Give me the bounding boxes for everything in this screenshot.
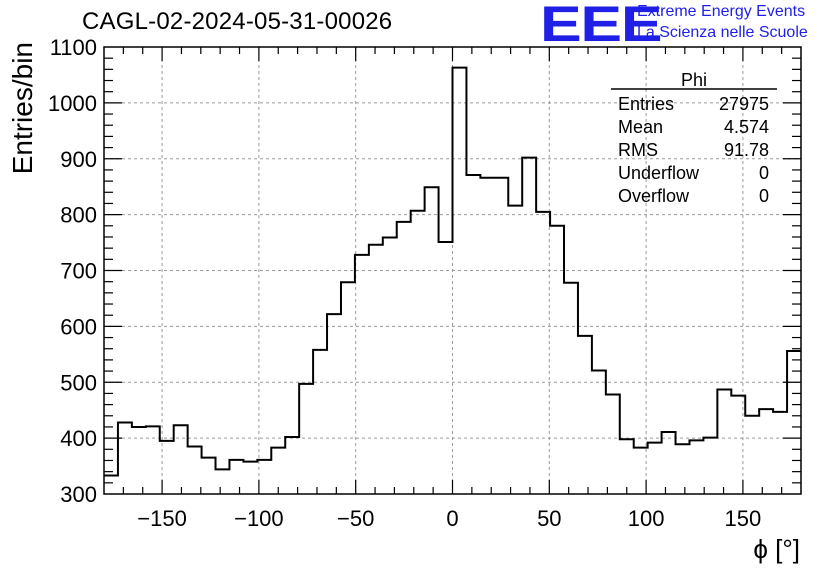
plot-frame [103, 46, 802, 495]
eee-logo: EEE [540, 0, 663, 52]
y-tick-label: 600 [60, 314, 97, 339]
y-tick-label: 800 [60, 203, 97, 228]
x-axis-label: ϕ [°] [753, 534, 800, 564]
y-tick-label: 500 [60, 370, 97, 395]
histogram-series [104, 66, 801, 477]
y-tick-label: 400 [60, 426, 97, 451]
y-tick-label: 700 [60, 259, 97, 284]
stats-label: Underflow [618, 163, 700, 183]
axis-ticks [104, 47, 801, 494]
x-tick-label: 50 [537, 506, 561, 531]
stats-box: Phi Entries 27975 Mean 4.574 RMS 91.78 Underfl… [611, 70, 777, 206]
y-tick-label: 1100 [50, 35, 97, 60]
stats-value: 0 [759, 163, 769, 183]
y-tick-label: 300 [60, 482, 97, 507]
logo-subtitle-line1: Extreme Energy Events [637, 3, 806, 20]
y-tick-label: 1000 [48, 91, 97, 116]
stats-value: 91.78 [724, 140, 769, 160]
tick-labels: −150 −100 −50 0 50 100 150 300 400 500 600 700 800 90… [48, 35, 761, 531]
stats-value: 4.574 [724, 117, 769, 137]
plot-title: CAGL-02-2024-05-31-00026 [82, 8, 393, 35]
y-axis-label: Entries/bin [7, 42, 38, 174]
stats-label: Entries [618, 94, 674, 114]
x-tick-label: −100 [234, 506, 284, 531]
x-tick-label: 150 [725, 506, 762, 531]
stats-label: RMS [618, 140, 658, 160]
x-tick-label: 0 [446, 506, 458, 531]
stats-value: 0 [759, 186, 769, 206]
y-tick-label: 900 [60, 147, 97, 172]
x-tick-label: −50 [337, 506, 374, 531]
stats-value: 27975 [719, 94, 769, 114]
x-tick-label: 100 [628, 506, 665, 531]
stats-label: Overflow [618, 186, 690, 206]
x-tick-label: −150 [137, 506, 187, 531]
stats-label: Mean [618, 117, 663, 137]
stats-title: Phi [681, 70, 707, 90]
logo-subtitle-line2: La Scienza nelle Scuole [637, 24, 808, 41]
